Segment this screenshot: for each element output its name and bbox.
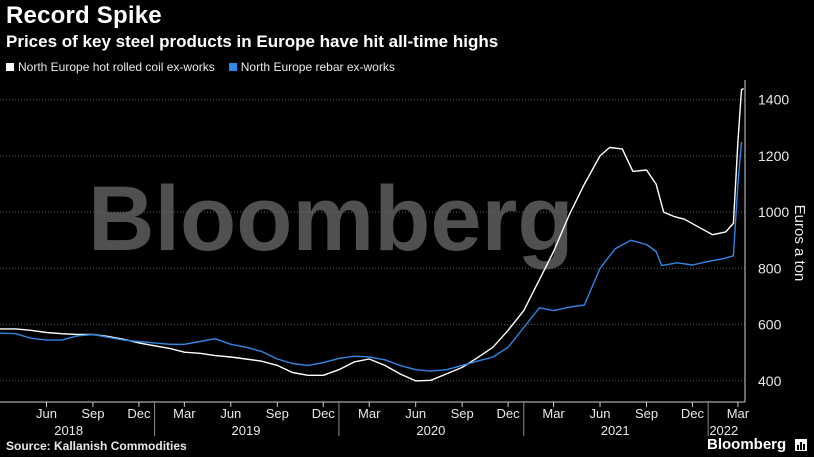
- x-tick-label: Sep: [81, 406, 104, 421]
- x-tick-label: Sep: [635, 406, 658, 421]
- x-tick-label: Sep: [266, 406, 289, 421]
- watermark-text: Bloomberg: [88, 168, 574, 270]
- x-year-label: 2018: [54, 423, 83, 438]
- y-tick-label: 800: [758, 260, 782, 276]
- source-note: Source: Kallanish Commodities: [6, 439, 187, 453]
- legend-swatch-rebar: [228, 63, 237, 71]
- y-tick-label: 1400: [758, 92, 789, 108]
- series-line-rebar: [0, 141, 743, 372]
- x-tick-label: Dec: [127, 406, 151, 421]
- x-year-label: 2020: [416, 423, 445, 438]
- x-tick-label: Jun: [590, 406, 611, 421]
- legend-label-hrc: North Europe hot rolled coil ex-works: [18, 60, 215, 74]
- x-tick-label: Jun: [220, 406, 241, 421]
- x-year-label: 2021: [601, 423, 630, 438]
- x-tick-label: Mar: [173, 406, 196, 421]
- legend: North Europe hot rolled coil ex-works No…: [6, 60, 395, 74]
- chart-subtitle: Prices of key steel products in Europe h…: [6, 32, 499, 51]
- x-year-label: 2019: [232, 423, 261, 438]
- x-tick-label: Sep: [451, 406, 474, 421]
- legend-item-rebar: North Europe rebar ex-works: [228, 60, 395, 74]
- y-tick-label: 600: [758, 317, 782, 333]
- x-year-label: 2022: [709, 423, 738, 438]
- legend-swatch-hrc: [6, 63, 14, 71]
- legend-item-hrc: North Europe hot rolled coil ex-works: [6, 60, 215, 74]
- y-tick-label: 400: [758, 373, 782, 389]
- y-tick-label: 1200: [758, 148, 789, 164]
- y-axis-title: Euros a ton: [791, 205, 808, 282]
- x-tick-label: Dec: [681, 406, 705, 421]
- series-line-hrc: [0, 87, 744, 382]
- x-tick-label: Dec: [312, 406, 336, 421]
- x-tick-label: Jun: [36, 406, 57, 421]
- x-tick-label: Dec: [497, 406, 521, 421]
- chart-title: Record Spike: [6, 2, 162, 29]
- legend-label-rebar: North Europe rebar ex-works: [240, 60, 395, 74]
- brand-logo: Bloomberg: [707, 436, 787, 453]
- x-tick-label: Mar: [542, 406, 565, 421]
- x-tick-label: Jun: [405, 406, 426, 421]
- x-tick-label: Mar: [727, 406, 750, 421]
- x-tick-label: Mar: [358, 406, 381, 421]
- bar-chart-icon: [795, 439, 807, 451]
- y-tick-label: 1000: [758, 204, 789, 220]
